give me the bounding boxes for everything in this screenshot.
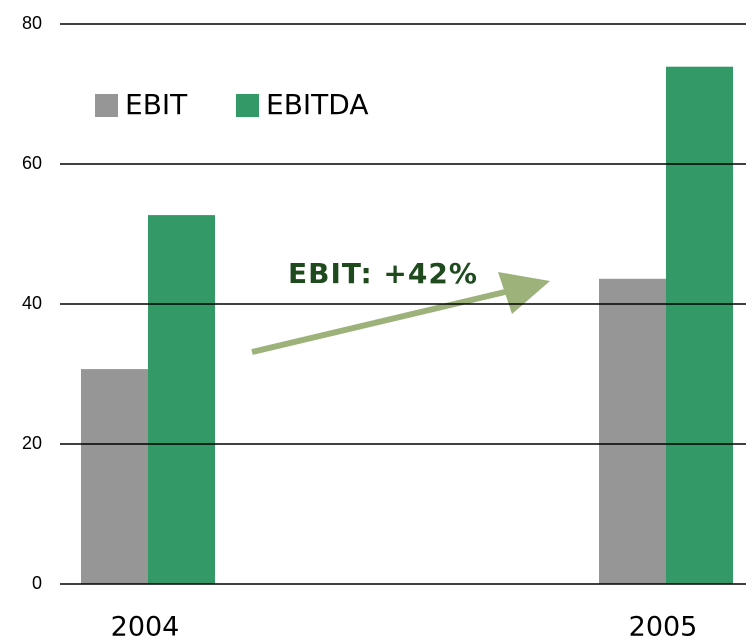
bar: [81, 369, 148, 584]
arrow-head: [498, 272, 550, 314]
y-tick-label: 40: [22, 293, 42, 313]
y-tick-label: 20: [22, 433, 42, 453]
legend-swatch: [95, 94, 118, 117]
bar: [148, 215, 215, 584]
x-tick-label: 2004: [111, 612, 180, 643]
y-tick-label: 0: [32, 573, 42, 593]
x-tick-label: 2005: [629, 612, 698, 643]
bar: [666, 66, 733, 584]
y-tick-label: 80: [22, 13, 42, 33]
bar: [599, 278, 666, 584]
legend-label: EBIT: [125, 88, 188, 121]
y-tick-label: 60: [22, 153, 42, 173]
legend-label: EBITDA: [266, 88, 368, 121]
annotation: EBIT: +42%: [288, 257, 478, 290]
arrow-shaft: [251, 289, 506, 355]
legend-swatch: [236, 94, 259, 117]
